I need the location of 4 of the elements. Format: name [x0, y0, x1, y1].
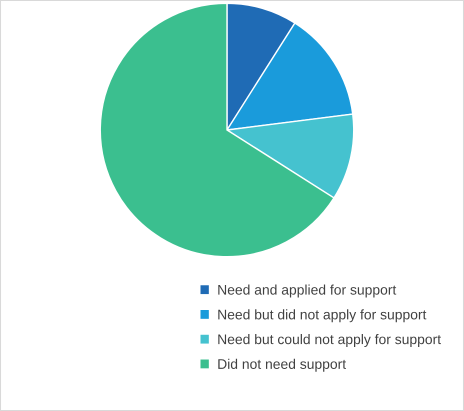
legend-label: Need and applied for support: [218, 284, 396, 298]
legend-label: Need but could not apply for support: [218, 334, 441, 347]
legend-label: Need but did not apply for support: [218, 309, 426, 322]
legend-label: Did not need support: [218, 358, 346, 372]
